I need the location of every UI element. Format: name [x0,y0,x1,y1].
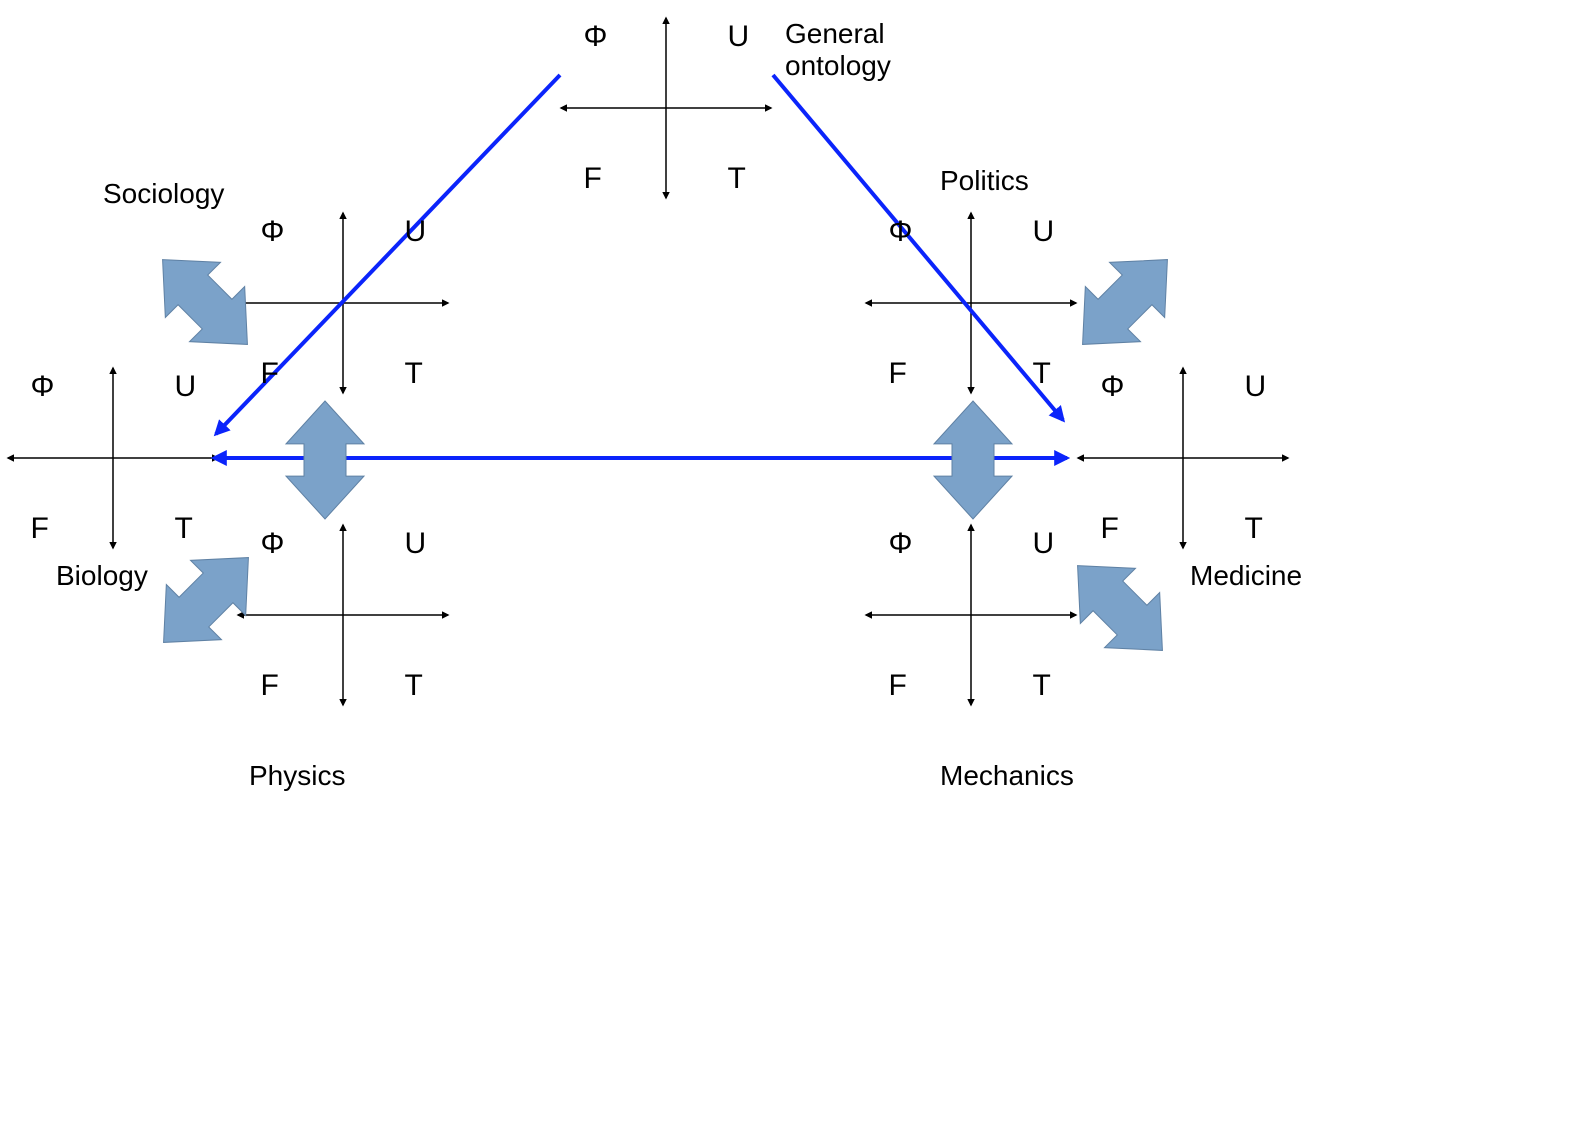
glyph-general_ontology-f: F [584,162,602,197]
block-arrow-biology-physics [136,530,276,670]
glyph-physics-t: T [405,669,423,704]
triangle-edge-general_ontology_right [773,75,1063,420]
glyph-politics-u: U [1033,215,1055,250]
glyph-medicine-f: F [1101,512,1119,547]
glyph-biology-phi: Φ [31,370,55,405]
title-sociology: Sociology [103,178,224,210]
glyph-sociology-f: F [261,357,279,392]
glyph-politics-t: T [1033,357,1051,392]
block-arrow-sociology-biology [135,232,275,372]
glyph-politics-f: F [889,357,907,392]
glyph-mechanics-t: T [1033,669,1051,704]
block-arrow-medicine-mechanics [1050,538,1190,678]
title-general_ontology: General ontology [785,18,891,82]
glyph-biology-f: F [31,512,49,547]
block-arrow-politics-medicine [1055,232,1195,372]
title-politics: Politics [940,165,1029,197]
block-arrow-sociology-physics [286,401,364,519]
svg-layer [0,0,1588,1123]
glyph-mechanics-phi: Φ [889,527,913,562]
glyph-general_ontology-t: T [728,162,746,197]
diagram-canvas: Φ U F T General ontology Φ U F T Sociology Φ U F T Pol… [0,0,1588,1123]
glyph-biology-u: U [175,370,197,405]
title-mechanics: Mechanics [940,760,1074,792]
glyph-general_ontology-phi: Φ [584,20,608,55]
glyph-physics-phi: Φ [261,527,285,562]
title-physics: Physics [249,760,345,792]
glyph-physics-f: F [261,669,279,704]
title-medicine: Medicine [1190,560,1302,592]
glyph-medicine-u: U [1245,370,1267,405]
title-biology: Biology [56,560,148,592]
glyph-medicine-t: T [1245,512,1263,547]
glyph-sociology-t: T [405,357,423,392]
glyph-biology-t: T [175,512,193,547]
glyph-mechanics-f: F [889,669,907,704]
glyph-medicine-phi: Φ [1101,370,1125,405]
glyph-sociology-u: U [405,215,427,250]
glyph-general_ontology-u: U [728,20,750,55]
block-arrow-politics-mechanics [934,401,1012,519]
glyph-physics-u: U [405,527,427,562]
glyph-sociology-phi: Φ [261,215,285,250]
glyph-politics-phi: Φ [889,215,913,250]
glyph-mechanics-u: U [1033,527,1055,562]
